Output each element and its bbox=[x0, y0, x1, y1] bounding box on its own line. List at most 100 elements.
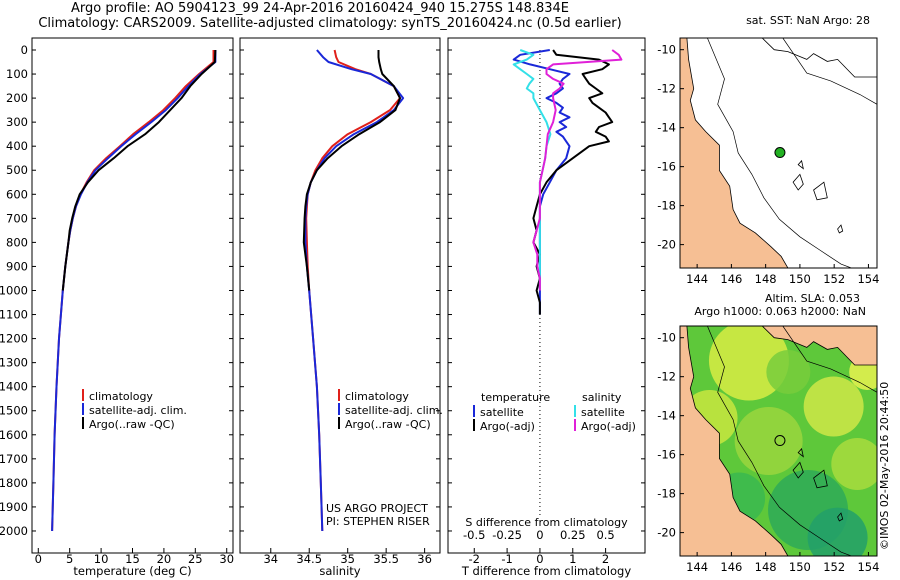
depth-tick-label: 1000 bbox=[0, 283, 28, 297]
legend-label: Argo(-adj) bbox=[480, 420, 535, 433]
depth-tick-label: 300 bbox=[6, 115, 28, 129]
map-frame-sla bbox=[679, 325, 878, 557]
land-mass bbox=[680, 326, 789, 556]
map-y-tick-label: -16 bbox=[657, 448, 676, 462]
depth-tick-label: 1500 bbox=[0, 404, 28, 418]
map-x-tick-label: 148 bbox=[755, 272, 777, 286]
map-y-tick-label: -20 bbox=[657, 238, 676, 252]
legend-title-salinity: salinity bbox=[582, 391, 622, 404]
reef-outline bbox=[813, 469, 828, 489]
map-x-tick-label: 148 bbox=[755, 560, 777, 574]
legend-label: satellite-adj. clim. bbox=[345, 404, 443, 417]
depth-tick-label: 700 bbox=[6, 211, 28, 225]
map-x-tick-label: 144 bbox=[686, 272, 708, 286]
x-axis-label: T difference from climatology bbox=[461, 564, 632, 578]
top-tick-label: 0.25 bbox=[560, 528, 586, 542]
top-axis-label: S difference from climatology bbox=[465, 516, 628, 529]
map-x-tick-label: 150 bbox=[789, 272, 811, 286]
depth-tick-label: 800 bbox=[6, 235, 28, 249]
x-tick-label: 20 bbox=[157, 552, 172, 566]
imos-timestamp: ©IMOS 02-May-2016 20:44:50 bbox=[878, 381, 891, 550]
legend-label: satellite-adj. clim. bbox=[89, 404, 187, 417]
depth-tick-label: 1600 bbox=[0, 428, 28, 442]
top-tick-label: 0 bbox=[536, 528, 543, 542]
reef-outline bbox=[837, 512, 844, 522]
reef-outline bbox=[792, 461, 804, 479]
map-x-tick-label: 152 bbox=[823, 560, 845, 574]
depth-tick-label: 1700 bbox=[0, 452, 28, 466]
x-tick-label: 25 bbox=[188, 552, 203, 566]
sla-patch bbox=[766, 350, 811, 394]
pi-note: PI: STEPHEN RISER bbox=[326, 515, 430, 528]
sla-map-title: Altim. SLA: 0.053 bbox=[765, 292, 860, 305]
map-body-sst bbox=[680, 38, 877, 268]
legend-label: Argo(..raw -QC) bbox=[345, 418, 431, 431]
sst-map-title: sat. SST: NaN Argo: 28 bbox=[746, 14, 870, 27]
x-axis-label: temperature (deg C) bbox=[73, 564, 191, 578]
depth-tick-label: 600 bbox=[6, 187, 28, 201]
map-y-tick-label: -14 bbox=[657, 409, 676, 423]
sla-patch bbox=[803, 376, 864, 437]
top-tick-label: 0.5 bbox=[596, 528, 614, 542]
map-x-tick-label: 154 bbox=[857, 272, 879, 286]
x-tick-label: 15 bbox=[125, 552, 140, 566]
x-tick-label: 36 bbox=[417, 552, 432, 566]
map-y-tick-label: -10 bbox=[657, 331, 676, 345]
map-y-tick-label: -18 bbox=[657, 199, 676, 213]
x-tick-label: 0 bbox=[35, 552, 42, 566]
argo-float-marker bbox=[774, 435, 786, 447]
map-y-tick-label: -16 bbox=[657, 160, 676, 174]
png-shelf-contour bbox=[782, 326, 877, 393]
png-coast bbox=[761, 326, 877, 366]
diff-series-t-argo-adj- bbox=[532, 49, 614, 315]
depth-tick-label: 1800 bbox=[0, 476, 28, 490]
title-line-2: Climatology: CARS2009. Satellite-adjuste… bbox=[38, 16, 622, 31]
series-line-argo-raw-qc- bbox=[302, 50, 401, 291]
x-tick-label: -2 bbox=[469, 552, 480, 566]
x-tick-label: 30 bbox=[219, 552, 234, 566]
legend-label: satellite bbox=[480, 406, 524, 419]
map-y-tick-label: -20 bbox=[657, 526, 676, 540]
map-frame-sst bbox=[679, 37, 878, 269]
x-tick-label: 0 bbox=[536, 552, 543, 566]
series-line-climatology bbox=[51, 50, 215, 532]
depth-tick-label: 1900 bbox=[0, 500, 28, 514]
depth-tick-label: 500 bbox=[6, 163, 28, 177]
map-y-tick-label: -12 bbox=[657, 82, 676, 96]
depth-tick-label: 900 bbox=[6, 259, 28, 273]
top-tick-label: -0.25 bbox=[492, 528, 522, 542]
x-tick-label: 10 bbox=[94, 552, 109, 566]
map-x-tick-label: 146 bbox=[720, 272, 742, 286]
reef-outline bbox=[813, 181, 828, 201]
panel-frame-1 bbox=[239, 37, 441, 554]
project-note: US ARGO PROJECT bbox=[326, 502, 428, 515]
x-tick-label: 35 bbox=[340, 552, 355, 566]
diff-series-s-argo-adj- bbox=[532, 49, 623, 291]
reef-outline bbox=[797, 159, 804, 170]
png-coast bbox=[761, 38, 877, 78]
legend-label: climatology bbox=[89, 390, 153, 403]
depth-tick-label: 1400 bbox=[0, 380, 28, 394]
depth-tick-label: 1300 bbox=[0, 356, 28, 370]
diff-series-s-satellite bbox=[512, 49, 552, 291]
depth-tick-label: 2000 bbox=[0, 524, 28, 538]
x-tick-label: -1 bbox=[501, 552, 512, 566]
map-y-tick-label: -18 bbox=[657, 487, 676, 501]
map-x-tick-label: 144 bbox=[686, 560, 708, 574]
map-y-tick-label: -12 bbox=[657, 370, 676, 384]
map-x-tick-label: 146 bbox=[720, 560, 742, 574]
reef-outline bbox=[792, 173, 804, 191]
x-tick-label: 5 bbox=[66, 552, 73, 566]
legend-title-temperature: temperature bbox=[481, 391, 550, 404]
sla-patch bbox=[734, 407, 803, 475]
legend-label: Argo(..raw -QC) bbox=[89, 418, 175, 431]
depth-tick-label: 200 bbox=[6, 91, 28, 105]
x-tick-label: 1 bbox=[569, 552, 576, 566]
legend-label: Argo(-adj) bbox=[581, 420, 636, 433]
map-x-tick-label: 154 bbox=[857, 560, 879, 574]
sla-patch bbox=[807, 507, 868, 556]
reef-outline bbox=[837, 224, 844, 234]
shelf-contour bbox=[707, 38, 852, 268]
map-x-tick-label: 152 bbox=[823, 272, 845, 286]
